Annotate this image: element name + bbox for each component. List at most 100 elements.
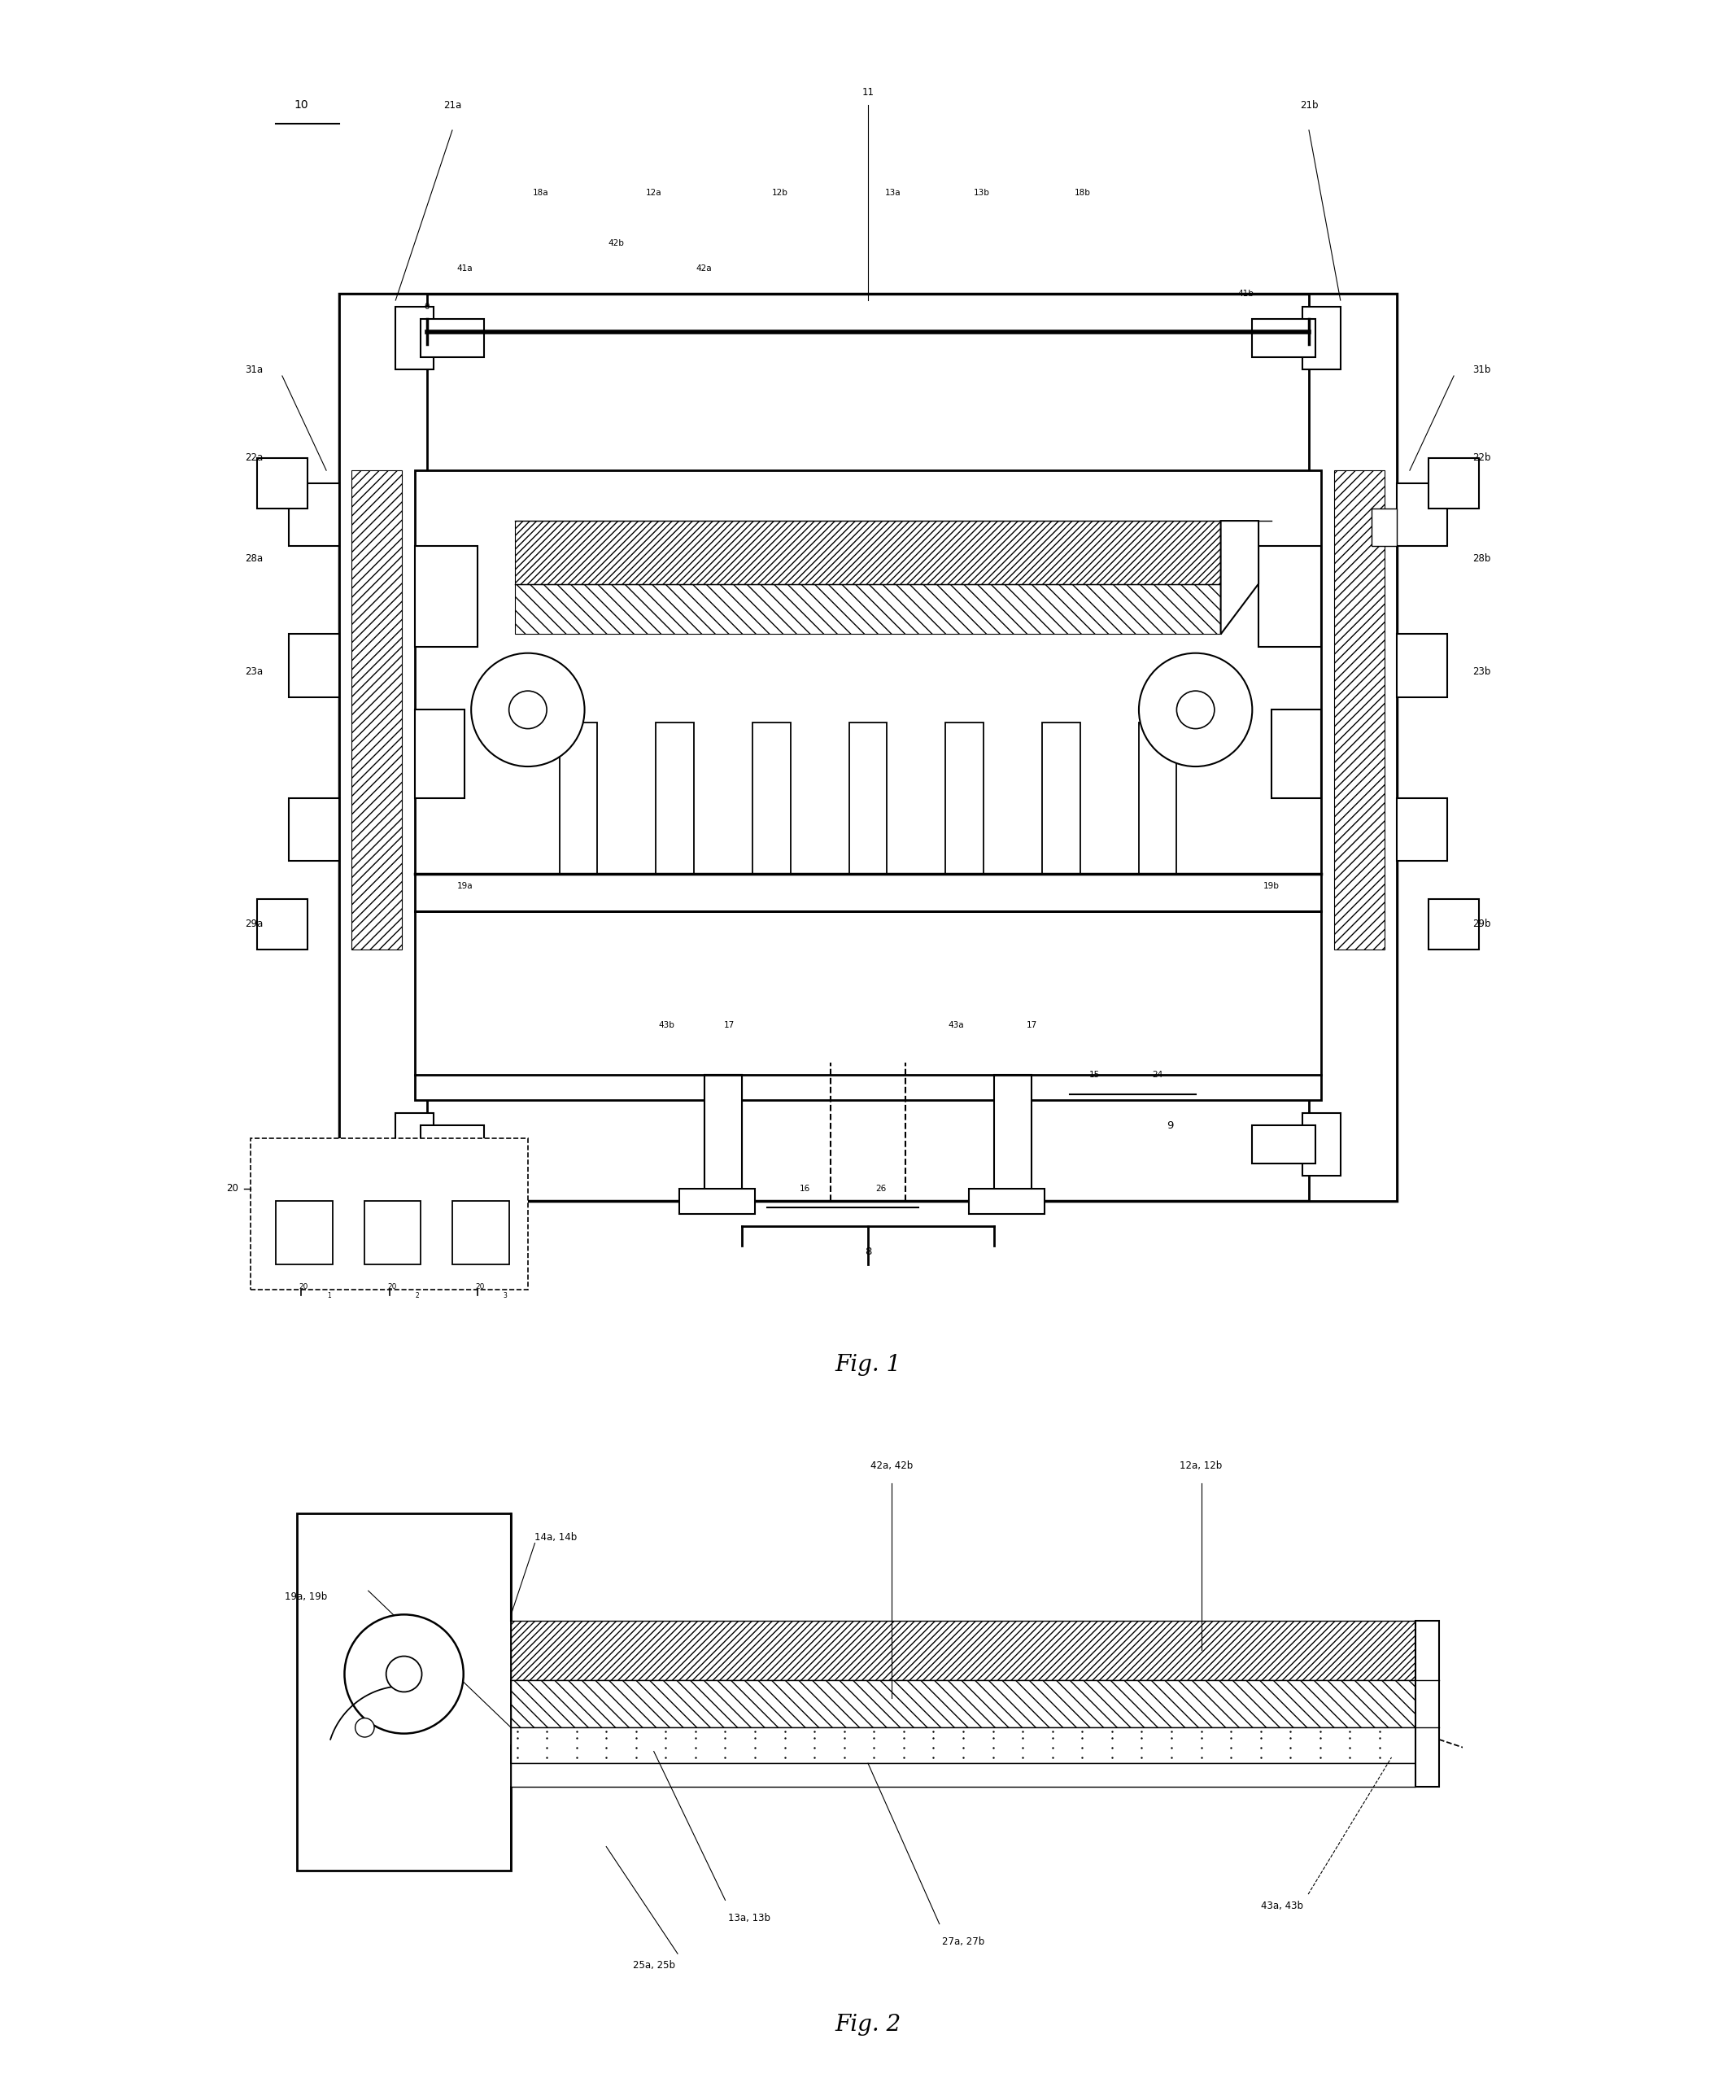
Bar: [396, 1113, 434, 1176]
Polygon shape: [1220, 521, 1259, 634]
Text: 12b: 12b: [773, 189, 788, 197]
Text: 11: 11: [861, 86, 875, 99]
Bar: [1252, 319, 1316, 357]
Bar: [288, 634, 339, 697]
Text: 43a, 43b: 43a, 43b: [1260, 1901, 1304, 1911]
Text: 13a: 13a: [885, 189, 901, 197]
Bar: [679, 1189, 755, 1214]
Bar: [1429, 458, 1479, 508]
Text: 19a, 19b: 19a, 19b: [285, 1592, 328, 1602]
Text: 1: 1: [326, 1292, 332, 1300]
Bar: [1139, 722, 1177, 874]
Bar: [257, 899, 307, 949]
Bar: [1252, 1126, 1316, 1163]
Bar: [510, 1728, 1415, 1764]
Text: 28b: 28b: [1472, 552, 1491, 565]
Text: 22b: 22b: [1472, 452, 1491, 464]
Text: 26: 26: [875, 1184, 885, 1193]
Text: 25a, 25b: 25a, 25b: [632, 1959, 675, 1972]
Bar: [1397, 483, 1448, 546]
Bar: [453, 1201, 509, 1264]
Text: 41a: 41a: [457, 265, 472, 273]
Text: 12a: 12a: [646, 189, 661, 197]
Bar: [1271, 710, 1321, 798]
Text: 20: 20: [299, 1283, 309, 1292]
Text: 43b: 43b: [658, 1021, 675, 1029]
Text: Fig. 1: Fig. 1: [835, 1354, 901, 1376]
Circle shape: [1139, 653, 1252, 766]
Bar: [1335, 470, 1385, 949]
Text: 12a, 12b: 12a, 12b: [1180, 1460, 1222, 1472]
Text: 22a: 22a: [245, 452, 264, 464]
Bar: [297, 1514, 510, 1871]
Bar: [276, 1201, 333, 1264]
Bar: [559, 722, 597, 874]
Text: 14a, 14b: 14a, 14b: [535, 1531, 578, 1544]
Bar: [510, 1764, 1415, 1787]
Bar: [1397, 798, 1448, 861]
Text: 42a, 42b: 42a, 42b: [870, 1460, 913, 1472]
Text: 18b: 18b: [1075, 189, 1090, 197]
Bar: [351, 470, 401, 949]
Text: 41b: 41b: [1238, 290, 1253, 298]
Text: 20: 20: [387, 1283, 396, 1292]
Bar: [396, 307, 434, 370]
Bar: [510, 1680, 1415, 1728]
Bar: [415, 546, 477, 647]
Text: 29a: 29a: [245, 918, 264, 930]
Bar: [516, 521, 1220, 584]
Bar: [420, 319, 484, 357]
Bar: [969, 1189, 1045, 1214]
Text: 23a: 23a: [245, 666, 264, 678]
Circle shape: [344, 1615, 464, 1735]
Bar: [1259, 546, 1321, 647]
Bar: [415, 710, 465, 798]
Bar: [1302, 307, 1340, 370]
Text: 28a: 28a: [245, 552, 264, 565]
Text: 42b: 42b: [608, 239, 625, 248]
Circle shape: [356, 1718, 375, 1737]
Bar: [1309, 294, 1397, 1201]
Bar: [1429, 899, 1479, 949]
Bar: [1042, 722, 1080, 874]
Bar: [288, 483, 339, 546]
Text: 17: 17: [1026, 1021, 1036, 1029]
Bar: [705, 1075, 741, 1201]
Bar: [656, 722, 694, 874]
Bar: [365, 1201, 420, 1264]
Bar: [849, 722, 887, 874]
Text: 21a: 21a: [443, 99, 462, 111]
Text: 19b: 19b: [1264, 882, 1279, 890]
Text: 20: 20: [476, 1283, 484, 1292]
Text: 43a: 43a: [948, 1021, 963, 1029]
Text: 29b: 29b: [1472, 918, 1491, 930]
Text: 15: 15: [1090, 1071, 1101, 1079]
Text: 8: 8: [865, 1245, 871, 1258]
Bar: [752, 722, 790, 874]
Text: Fig. 2: Fig. 2: [835, 2014, 901, 2037]
Bar: [339, 294, 1397, 1201]
Text: 19a: 19a: [457, 882, 472, 890]
Text: 3: 3: [503, 1292, 507, 1300]
Bar: [705, 1075, 741, 1201]
Text: 13b: 13b: [974, 189, 990, 197]
Circle shape: [470, 653, 585, 766]
Bar: [946, 722, 984, 874]
Text: θ: θ: [424, 302, 431, 311]
Bar: [995, 1075, 1031, 1201]
Text: 31a: 31a: [245, 363, 264, 376]
Bar: [516, 584, 1220, 634]
Bar: [339, 294, 427, 1201]
Circle shape: [385, 1657, 422, 1693]
Text: 31b: 31b: [1472, 363, 1491, 376]
Bar: [1371, 508, 1397, 546]
Bar: [257, 458, 307, 508]
Bar: [415, 470, 1321, 1100]
Bar: [250, 1138, 528, 1289]
Text: 18a: 18a: [533, 189, 549, 197]
Text: 27a, 27b: 27a, 27b: [943, 1936, 984, 1947]
Text: 23b: 23b: [1472, 666, 1491, 678]
Text: 42a: 42a: [696, 265, 712, 273]
Text: 24: 24: [1153, 1071, 1163, 1079]
Text: 2: 2: [415, 1292, 418, 1300]
